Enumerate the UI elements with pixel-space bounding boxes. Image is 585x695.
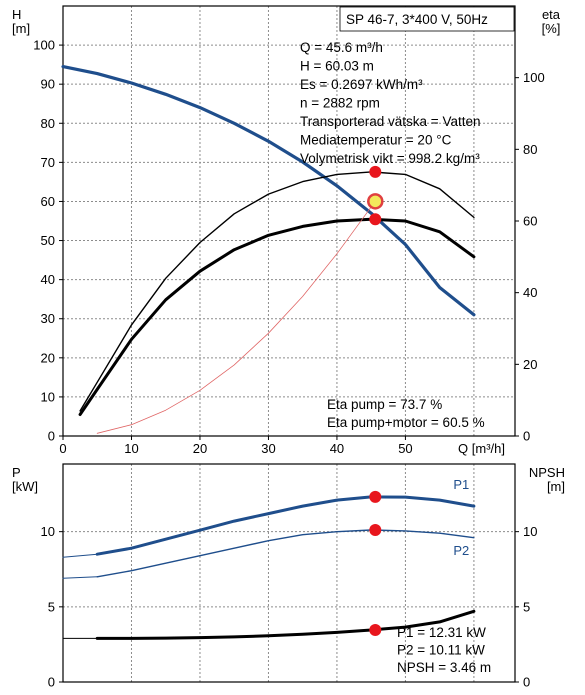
top-plot-frame	[62, 5, 516, 437]
top-left-tick-label: 70	[41, 155, 55, 170]
bottom-left-axis-label: P	[12, 465, 21, 480]
top-series-eta_total	[78, 217, 476, 416]
top-series-duty	[96, 200, 376, 434]
bottom-info-line: NPSH = 3.46 m	[397, 660, 491, 675]
top-left-tick-label: 90	[41, 77, 55, 92]
top-gridlines	[63, 6, 515, 436]
bottom-operating-point-marker	[369, 490, 382, 503]
top-series-H_ext	[62, 66, 98, 75]
bottom-info-line: P1 = 12.31 kW	[397, 625, 486, 640]
bottom-plot-frame	[62, 463, 516, 683]
bottom-left-tick-label: 0	[48, 675, 55, 690]
bottom-operating-point-marker	[369, 623, 382, 636]
top-chart-title: SP 46-7, 3*400 V, 50Hz	[346, 12, 488, 27]
top-right-tick-label: 60	[523, 214, 537, 229]
top-right-tick-label: 100	[523, 70, 545, 85]
top-series-eta_pump	[79, 171, 475, 412]
bottom-series-P2	[96, 529, 475, 578]
top-right-tick-label: 0	[523, 429, 530, 444]
bottom-left-axis-label: [kW]	[12, 479, 38, 494]
top-right-tick-label: 80	[523, 142, 537, 157]
bottom-series-P1	[95, 495, 476, 556]
top-left-tick-label: 50	[41, 233, 55, 248]
top-left-axis-label: [m]	[12, 21, 30, 36]
top-info-line: n = 2882 rpm	[300, 96, 380, 111]
top-x-tick-label: 20	[193, 441, 207, 456]
top-left-axis-label: H	[12, 7, 21, 22]
top-right-tick-label: 40	[523, 285, 537, 300]
top-left-tick-label: 10	[41, 389, 55, 404]
bottom-right-tick-label: 5	[523, 599, 530, 614]
top-x-tick-label: 30	[261, 441, 275, 456]
bottom-series-P2_ext	[62, 576, 98, 579]
top-eta-line: Eta pump = 73.7 %	[327, 397, 442, 412]
bottom-series-NPSH	[95, 609, 476, 640]
bottom-operating-point-marker	[369, 524, 382, 537]
top-left-tick-label: 20	[41, 350, 55, 365]
bottom-series-label-P1: P1	[453, 477, 469, 492]
top-info-line: H = 60.03 m	[300, 59, 374, 74]
top-operating-point-marker	[369, 165, 382, 178]
bottom-series-P1_ext	[62, 553, 98, 558]
top-right-tick-label: 20	[523, 357, 537, 372]
bottom-left-tick-label: 5	[48, 599, 55, 614]
top-left-tick-label: 40	[41, 272, 55, 287]
top-left-tick-label: 30	[41, 311, 55, 326]
top-left-tick-label: 0	[48, 429, 55, 444]
top-left-tick-label: 80	[41, 116, 55, 131]
top-title-box	[339, 6, 515, 32]
top-series-H	[61, 64, 476, 317]
top-info-line: Mediatemperatur = 20 °C	[300, 133, 452, 148]
top-x-tick-label: 50	[398, 441, 412, 456]
top-info-line: Volymetrisk vikt = 998.2 kg/m³	[300, 151, 480, 166]
top-left-tick-label: 100	[33, 38, 55, 53]
bottom-right-axis-label: [m]	[547, 479, 565, 494]
top-right-axis-label: eta	[542, 7, 561, 22]
top-right-axis-label: [%]	[542, 21, 561, 36]
bottom-info-line: P2 = 10.11 kW	[397, 643, 485, 658]
bottom-left-tick-label: 10	[41, 524, 55, 539]
top-x-tick-label: 40	[330, 441, 344, 456]
top-operating-point-marker	[369, 213, 382, 226]
top-left-tick-label: 60	[41, 194, 55, 209]
top-duty-point-marker	[367, 193, 384, 210]
top-info-line: Es = 0.2697 kWh/m³	[300, 77, 423, 92]
top-x-tick-label: 10	[124, 441, 138, 456]
top-x-tick-label: 0	[59, 441, 66, 456]
top-eta-line: Eta pump+motor = 60.5 %	[327, 415, 485, 430]
top-x-axis-label: Q [m³/h]	[458, 441, 505, 456]
top-info-line: Transporterad vätska = Vatten	[300, 114, 480, 129]
bottom-right-axis-label: NPSH	[529, 465, 565, 480]
top-info-line: Q = 45.6 m³/h	[300, 40, 383, 55]
bottom-right-tick-label: 0	[523, 675, 530, 690]
bottom-right-tick-label: 10	[523, 524, 537, 539]
bottom-series-label-P2: P2	[453, 543, 469, 558]
